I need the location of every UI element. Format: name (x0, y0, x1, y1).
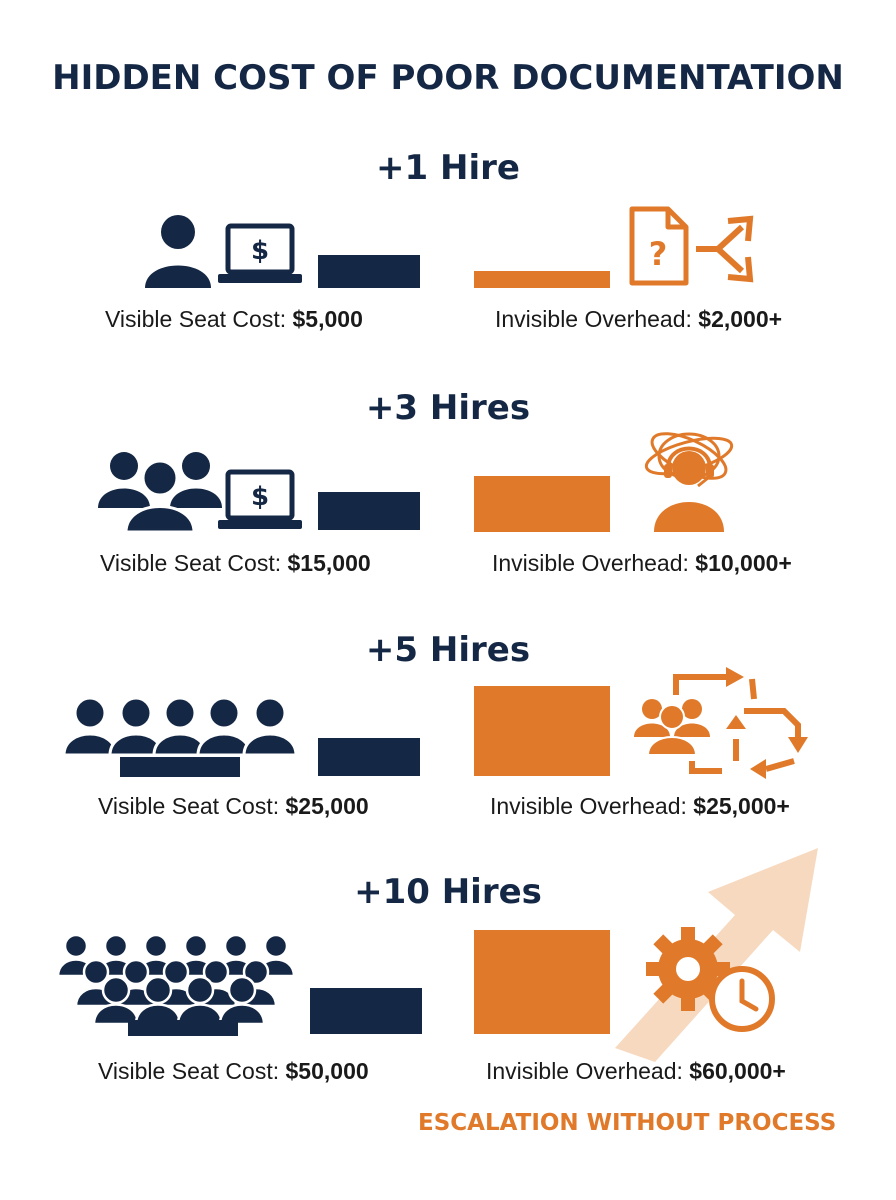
overhead-value-2: $10,000+ (695, 550, 792, 576)
tier-heading-3: +5 Hires (365, 630, 531, 670)
split-arrows-icon (696, 215, 754, 283)
svg-text:$: $ (251, 482, 269, 512)
visible-cost-value-4: $50,000 (285, 1058, 369, 1084)
overhead-label-2: Invisible Overhead: $10,000+ (492, 550, 792, 576)
visible-cost-label-1: Visible Seat Cost: $5,000 (105, 306, 363, 332)
svg-text:?: ? (649, 235, 668, 273)
visible-cost-bar-2 (318, 492, 420, 530)
visible-cost-label-3: Visible Seat Cost: $25,000 (98, 793, 369, 819)
tier-heading-1: +1 Hire (376, 148, 520, 188)
team-three-icon (98, 452, 222, 534)
overhead-bar-4 (474, 930, 610, 1034)
visible-cost-bar-3 (318, 738, 420, 776)
visible-cost-value-1: $5,000 (292, 306, 363, 332)
team-crowd-icon (56, 933, 296, 1036)
overhead-value-1: $2,000+ (698, 306, 783, 332)
overhead-value-4: $60,000+ (689, 1058, 786, 1084)
escalation-caption: ESCALATION WITHOUT PROCESS (418, 1110, 837, 1136)
overhead-value-3: $25,000+ (693, 793, 790, 819)
visible-cost-value-3: $25,000 (285, 793, 369, 819)
gear-clock-icon (646, 927, 775, 1032)
tier-heading-2: +3 Hires (365, 388, 531, 428)
overhead-bar-1 (474, 271, 610, 288)
overhead-bar-3 (474, 686, 610, 776)
support-headset-tangled-icon (644, 432, 734, 532)
team-cycle-arrows-icon (634, 667, 808, 779)
overhead-bar-2 (474, 476, 610, 532)
svg-text:$: $ (251, 236, 269, 266)
visible-cost-label-4: Visible Seat Cost: $50,000 (98, 1058, 369, 1084)
page-title: HIDDEN COST OF POOR DOCUMENTATION (52, 58, 844, 98)
visible-cost-value-2: $15,000 (287, 550, 371, 576)
visible-cost-bar-1 (318, 255, 420, 288)
visible-cost-label-2: Visible Seat Cost: $15,000 (100, 550, 371, 576)
person-icon (145, 215, 211, 288)
laptop-dollar-icon-2: $ (218, 469, 302, 529)
overhead-label-1: Invisible Overhead: $2,000+ (495, 306, 783, 332)
overhead-label-4: Invisible Overhead: $60,000+ (486, 1058, 786, 1084)
tier-heading-4: +10 Hires (354, 872, 542, 912)
visible-cost-bar-4 (310, 988, 422, 1034)
team-five-icon (64, 696, 296, 777)
document-question-icon: ? (629, 206, 689, 286)
overhead-label-3: Invisible Overhead: $25,000+ (490, 793, 790, 819)
laptop-dollar-icon: $ (218, 223, 302, 283)
